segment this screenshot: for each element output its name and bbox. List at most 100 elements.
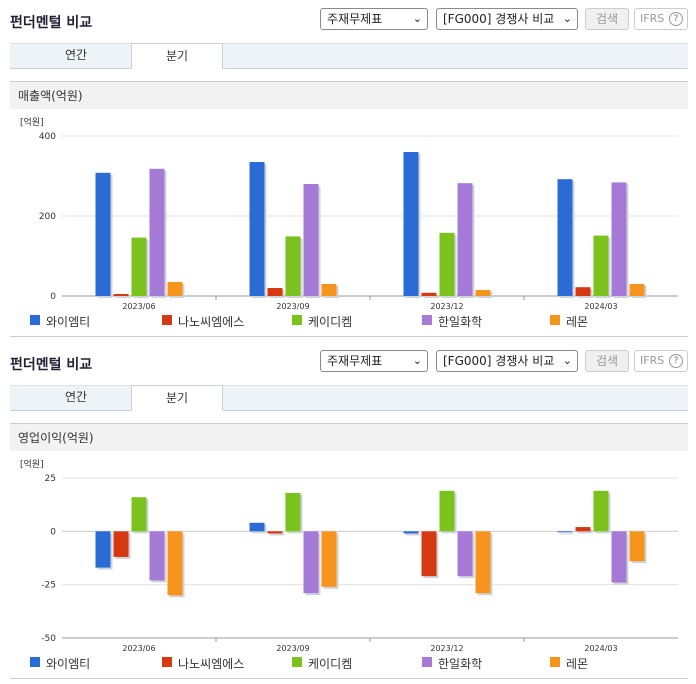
chart-subtitle: 영업이익(억원) bbox=[10, 423, 688, 451]
statement-select[interactable]: 주재무제표 ⌄ bbox=[320, 350, 428, 372]
bar bbox=[439, 490, 455, 532]
y-tick-label: 400 bbox=[39, 132, 56, 142]
x-tick-label: 2023/12 bbox=[430, 644, 463, 653]
ifrs-label: IFRS bbox=[640, 354, 665, 367]
bar-shadow bbox=[559, 533, 575, 535]
bar bbox=[249, 522, 265, 532]
ifrs-button[interactable]: IFRS? bbox=[634, 8, 688, 30]
legend-label: 나노씨엠에스 bbox=[178, 657, 245, 671]
legend-label: 와이엠티 bbox=[46, 657, 91, 671]
bar bbox=[439, 232, 455, 296]
legend-label: 한일화학 bbox=[438, 315, 483, 329]
bar-shadow bbox=[115, 296, 131, 298]
bar-shadow bbox=[423, 294, 439, 298]
bar bbox=[403, 531, 419, 534]
bar bbox=[321, 531, 337, 587]
bar bbox=[113, 531, 129, 557]
bar bbox=[303, 184, 319, 296]
bar bbox=[131, 497, 147, 532]
tab-quarterly[interactable]: 분기 bbox=[131, 385, 223, 411]
bar-shadow bbox=[405, 533, 421, 536]
legend-label: 와이엠티 bbox=[46, 315, 91, 329]
period-tabs: 연간 분기 bbox=[10, 385, 688, 411]
tab-quarterly[interactable]: 분기 bbox=[131, 43, 223, 69]
chevron-down-icon: ⌄ bbox=[412, 354, 422, 367]
x-tick-label: 2023/06 bbox=[122, 302, 155, 311]
tab-annual[interactable]: 연간 bbox=[64, 48, 88, 62]
revenue-panel: 펀더멘털 비교 주재무제표 ⌄ [FG000] 경쟁사 비교 ⌄ 검색 IFRS? … bbox=[0, 0, 696, 337]
panel-header: 펀더멘털 비교 주재무제표 ⌄ [FG000] 경쟁사 비교 ⌄ 검색 IFRS? bbox=[0, 0, 696, 36]
bar bbox=[249, 162, 265, 296]
x-tick-label: 2023/09 bbox=[276, 302, 309, 311]
bar-shadow bbox=[269, 533, 285, 536]
bar bbox=[475, 531, 491, 594]
y-tick-label: 25 bbox=[45, 474, 56, 484]
x-tick-label: 2023/06 bbox=[122, 644, 155, 653]
y-tick-label: 0 bbox=[50, 527, 56, 537]
bar bbox=[167, 282, 183, 296]
legend-swatch bbox=[292, 657, 302, 667]
comparison-select[interactable]: [FG000] 경쟁사 비교 ⌄ bbox=[436, 350, 578, 372]
bar bbox=[403, 152, 419, 296]
statement-select[interactable]: 주재무제표 ⌄ bbox=[320, 8, 428, 30]
panel-title: 펀더멘털 비교 bbox=[10, 357, 93, 373]
bar bbox=[149, 168, 165, 296]
x-tick-label: 2023/09 bbox=[276, 644, 309, 653]
operating-profit-panel: 펀더멘털 비교 주재무제표 ⌄ [FG000] 경쟁사 비교 ⌄ 검색 IFRS? … bbox=[0, 342, 696, 684]
bar bbox=[611, 531, 627, 583]
bar bbox=[557, 531, 573, 533]
comparison-select-value: [FG000] 경쟁사 비교 bbox=[443, 354, 555, 368]
bar bbox=[475, 290, 491, 296]
bar bbox=[575, 287, 591, 296]
bar bbox=[303, 531, 319, 594]
unit-label: [억원] bbox=[20, 458, 44, 470]
statement-select-value: 주재무제표 bbox=[327, 12, 383, 26]
legend-swatch bbox=[550, 315, 560, 325]
bar bbox=[131, 237, 147, 296]
bar bbox=[167, 531, 183, 596]
bar bbox=[95, 172, 111, 296]
bar bbox=[421, 292, 437, 296]
help-icon[interactable]: ? bbox=[669, 354, 683, 368]
bar bbox=[267, 288, 283, 296]
search-button[interactable]: 검색 bbox=[585, 8, 629, 30]
x-tick-label: 2023/12 bbox=[430, 302, 463, 311]
bar bbox=[285, 236, 301, 296]
revenue-chart: [억원] 0 200 400 2023/06 2023/09 2023/12 2024/03 bbox=[20, 116, 678, 311]
y-tick-label: 0 bbox=[50, 292, 56, 302]
search-button[interactable]: 검색 bbox=[585, 350, 629, 372]
y-tick-label: -25 bbox=[41, 581, 56, 591]
bar bbox=[457, 531, 473, 577]
legend-label: 레몬 bbox=[566, 657, 589, 671]
period-tabs: 연간 분기 bbox=[10, 43, 688, 69]
bar bbox=[593, 235, 609, 296]
legend-swatch bbox=[550, 657, 560, 667]
panel-divider bbox=[10, 678, 688, 679]
panel-divider bbox=[10, 336, 688, 337]
bar bbox=[457, 183, 473, 296]
bar bbox=[113, 294, 129, 296]
help-icon[interactable]: ? bbox=[669, 12, 683, 26]
legend-swatch bbox=[162, 315, 172, 325]
statement-select-value: 주재무제표 bbox=[327, 354, 383, 368]
x-tick-label: 2024/03 bbox=[584, 302, 617, 311]
legend-swatch bbox=[30, 315, 40, 325]
unit-label: [억원] bbox=[20, 116, 44, 128]
tab-annual[interactable]: 연간 bbox=[64, 390, 88, 404]
ifrs-button[interactable]: IFRS? bbox=[634, 350, 688, 372]
y-tick-label: -50 bbox=[41, 634, 56, 644]
legend-label: 한일화학 bbox=[438, 657, 483, 671]
bar bbox=[149, 531, 165, 581]
panel-header: 펀더멘털 비교 주재무제표 ⌄ [FG000] 경쟁사 비교 ⌄ 검색 IFRS? bbox=[0, 342, 696, 378]
bar bbox=[557, 179, 573, 296]
bar bbox=[95, 531, 111, 568]
chevron-down-icon: ⌄ bbox=[562, 354, 572, 367]
bar bbox=[285, 492, 301, 532]
legend-swatch bbox=[422, 315, 432, 325]
comparison-select[interactable]: [FG000] 경쟁사 비교 ⌄ bbox=[436, 8, 578, 30]
chevron-down-icon: ⌄ bbox=[562, 12, 572, 25]
bar bbox=[629, 284, 645, 296]
panel-title: 펀더멘털 비교 bbox=[10, 15, 93, 31]
bar bbox=[611, 182, 627, 296]
legend-label: 레몬 bbox=[566, 315, 589, 329]
